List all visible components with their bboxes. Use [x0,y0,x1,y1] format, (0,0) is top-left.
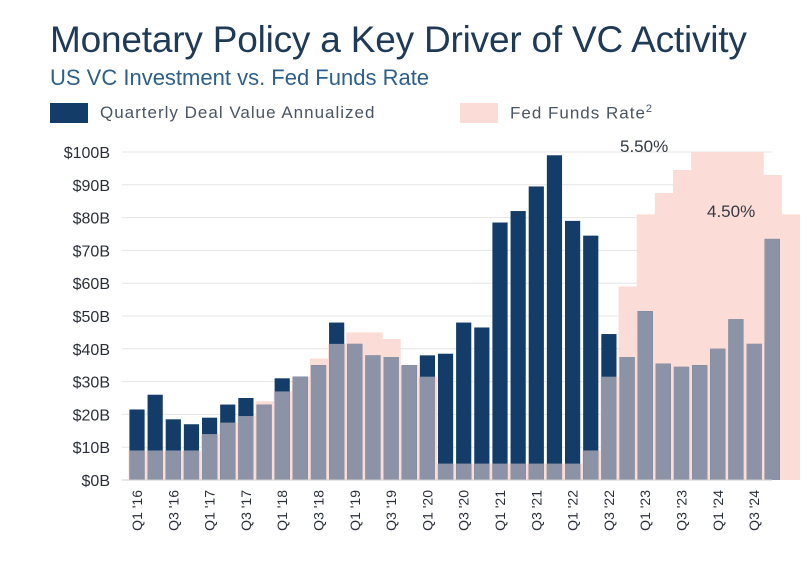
y-tick-label: $20B [73,407,110,424]
chart-title: Monetary Policy a Key Driver of VC Activ… [50,19,747,60]
overlap-bar [437,463,454,480]
x-tick-label: Q1 '19 [347,490,363,531]
overlap-bar [383,357,399,480]
overlap-bar [764,238,780,480]
x-tick-label: Q1 '18 [274,490,290,531]
overlap-bar [129,450,145,480]
overlap-bar [710,348,726,480]
x-tick-label: Q1 '23 [637,490,653,531]
y-tick-label: $90B [73,178,110,195]
overlap-bar [365,355,381,480]
legend-swatch-deal-value [50,103,88,123]
overlap-bar [419,376,435,480]
overlap-bar [492,463,508,480]
overlap-bar [292,376,308,480]
overlap-bar [274,391,290,480]
deal-value-bar [583,235,599,480]
deal-value-bar [456,322,472,480]
overlap-bar [746,343,762,480]
annotation-current-rate: 4.50% [707,202,755,221]
x-tick-label: Q3 '19 [383,490,399,531]
overlap-bar [147,450,163,480]
overlap-bar [202,434,218,480]
overlap-bar [256,404,272,480]
overlap-bar [601,376,617,480]
y-tick-label: $70B [73,243,110,260]
y-tick-label: $100B [64,145,110,162]
x-tick-label: Q3 '16 [165,490,181,531]
deal-value-bar [492,222,508,480]
x-tick-label: Q3 '20 [456,490,472,531]
y-tick-label: $50B [73,309,110,326]
overlap-bar [728,319,744,480]
overlap-bar [456,463,472,480]
x-tick-label: Q3 '24 [746,490,762,531]
deal-value-bar [510,211,526,481]
overlap-bar [546,463,563,480]
y-tick-label: $40B [73,342,110,359]
deal-value-bar [437,353,454,480]
x-tick-label: Q3 '23 [674,490,690,531]
y-tick-label: $10B [73,440,110,457]
x-tick-label: Q1 '21 [492,490,508,531]
y-tick-label: $80B [73,211,110,228]
overlap-bar [583,450,599,480]
overlap-bar [329,343,345,480]
x-tick-label: Q3 '17 [238,490,254,531]
legend-label-fed-rate: Fed Funds Rate2 [510,102,654,123]
overlap-bar [347,343,363,480]
deal-value-bar [474,327,490,480]
overlap-bar [673,366,690,480]
x-tick-label: Q3 '21 [528,490,544,531]
overlap-bar [692,365,708,480]
chart-subtitle: US VC Investment vs. Fed Funds Rate [50,65,430,90]
y-tick-label: $60B [73,276,110,293]
y-tick-label: $30B [73,375,110,392]
y-tick-label: $0B [82,473,110,490]
overlap-bar [510,463,526,480]
overlap-bar [401,365,417,480]
deal-value-bar [528,186,544,480]
annotation-peak-rate: 5.50% [620,137,668,156]
x-tick-label: Q1 '17 [202,490,218,531]
overlap-bar [655,363,671,480]
overlap-bar [238,416,254,480]
overlap-bar [565,463,581,480]
legend-label-deal-value: Quarterly Deal Value Annualized [100,103,376,122]
legend-item-deal-value: Quarterly Deal Value Annualized [50,100,375,126]
overlap-bar [165,450,181,480]
overlap-bars [129,238,780,480]
overlap-bar [183,450,200,480]
legend-item-fed-rate: Fed Funds Rate2 [460,100,653,126]
x-tick-label: Q1 '16 [129,490,145,531]
deal-value-bar [565,220,581,480]
overlap-bar [637,311,653,480]
x-tick-label: Q1 '20 [419,490,435,531]
axes: $0B $10B $20B $30B $40B $50B $60B $70B $80B $90B $… [64,145,772,531]
deal-value-bar [546,155,563,480]
x-tick-label: Q1 '24 [710,490,726,531]
x-tick-label: Q1 '22 [565,490,581,531]
overlap-bar [220,422,236,480]
overlap-bar [528,463,544,480]
overlap-bar [310,365,327,480]
overlap-bar [619,357,635,480]
x-tick-label: Q3 '18 [311,490,327,531]
overlap-bar [474,463,490,480]
x-tick-label: Q3 '22 [601,490,617,531]
legend-swatch-fed-rate [460,103,498,123]
